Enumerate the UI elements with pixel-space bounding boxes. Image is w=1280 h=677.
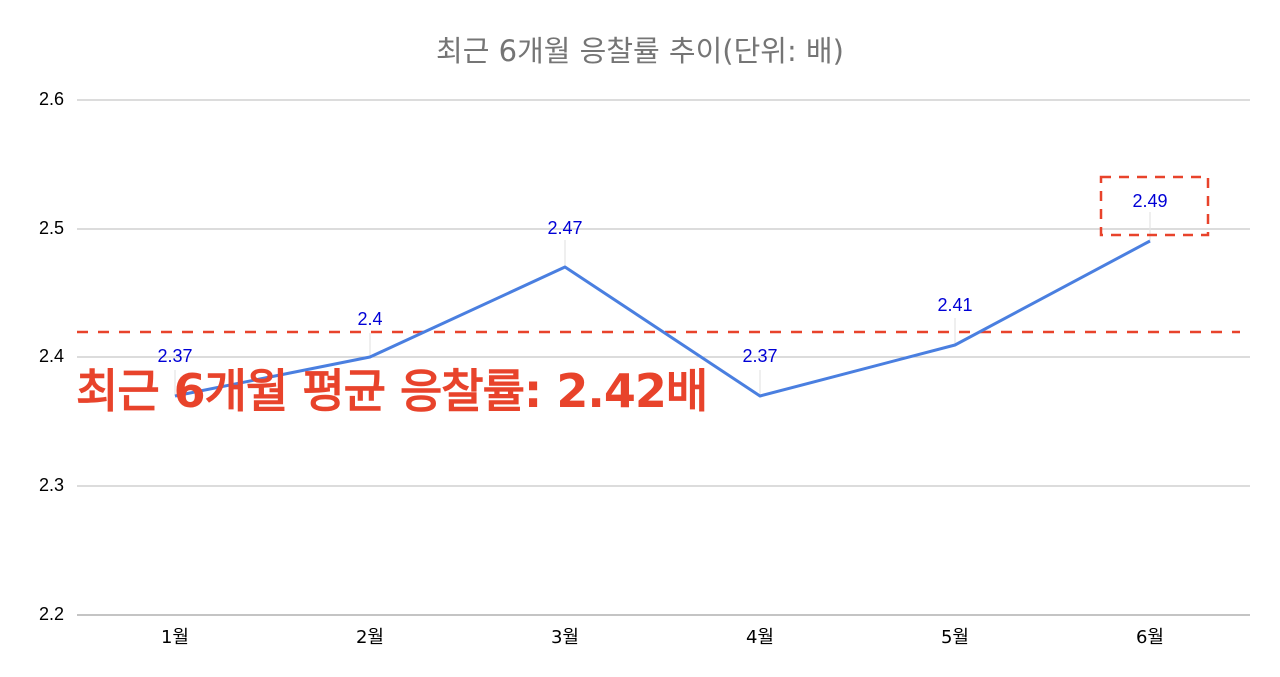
y-tick-2-5: 2.5 bbox=[38, 218, 64, 238]
data-label-jan: 2.37 bbox=[157, 346, 193, 366]
x-tick-jun: 6월 bbox=[1135, 627, 1164, 648]
gridlines bbox=[77, 99, 1250, 616]
x-tick-jan: 1월 bbox=[160, 627, 189, 648]
y-tick-2-4: 2.4 bbox=[38, 346, 64, 366]
y-tick-2-2: 2.2 bbox=[38, 604, 64, 624]
highlight-box-june bbox=[1099, 175, 1210, 237]
data-label-mar: 2.47 bbox=[547, 218, 583, 238]
y-tick-2-6: 2.6 bbox=[38, 89, 64, 109]
data-label-jun: 2.49 bbox=[1132, 191, 1168, 211]
data-label-apr: 2.37 bbox=[742, 346, 778, 366]
x-tick-may: 5월 bbox=[940, 627, 969, 648]
x-tick-feb: 2월 bbox=[355, 627, 384, 648]
data-label-feb: 2.4 bbox=[357, 309, 383, 329]
y-tick-2-3: 2.3 bbox=[38, 475, 64, 495]
x-tick-mar: 3월 bbox=[550, 627, 579, 648]
series-line-bid-rate bbox=[174, 239, 1151, 398]
x-tick-apr: 4월 bbox=[745, 627, 774, 648]
chart-title: 최근 6개월 응찰률 추이(단위: 배) bbox=[436, 34, 844, 68]
data-label-may: 2.41 bbox=[937, 295, 973, 315]
average-annotation: 최근 6개월 평균 응찰률: 2.42배 bbox=[76, 364, 708, 418]
